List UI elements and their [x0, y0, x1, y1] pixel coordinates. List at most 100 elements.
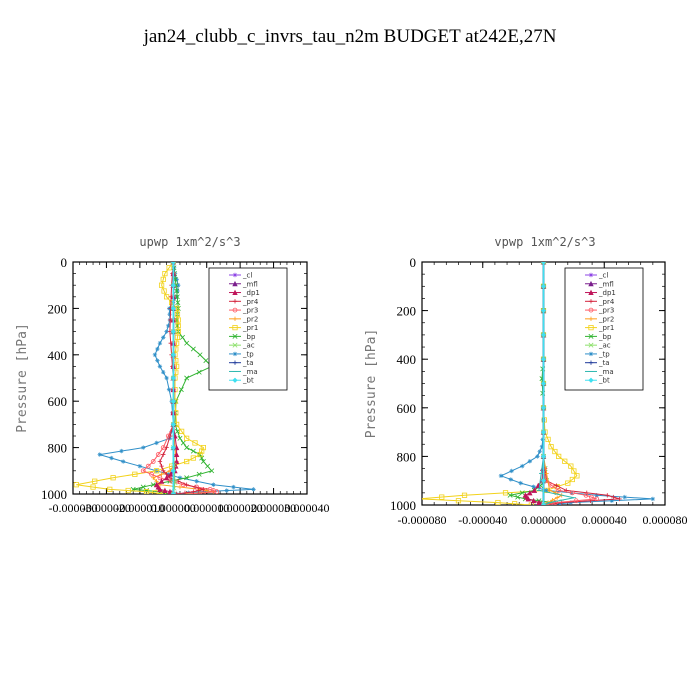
series-bp-marker	[178, 387, 184, 393]
series-tp-marker	[166, 323, 171, 328]
series-pr3-marker	[549, 483, 555, 488]
series-bt-marker	[540, 478, 547, 484]
legend-dp1-marker	[232, 289, 238, 296]
legend-pr4-marker	[232, 299, 238, 304]
y-tick-label: 200	[48, 301, 68, 316]
legend-entry-bt: _bt	[585, 377, 610, 385]
legend-pr3-marker	[232, 307, 238, 313]
legend-label: _mfl	[242, 280, 258, 288]
series-dp1-marker	[527, 489, 533, 496]
legend-entry-dp1: _dp1	[229, 289, 260, 297]
legend-entry-dp1: _dp1	[585, 289, 616, 297]
series-pr1-marker	[73, 482, 79, 488]
series-pr1-marker	[184, 458, 190, 465]
series-tp-marker	[194, 479, 199, 484]
series-bt-marker	[170, 352, 176, 358]
series-pr1-marker	[461, 492, 468, 498]
series-pr3-marker	[214, 489, 220, 494]
series-pr1-marker	[556, 453, 562, 460]
series-pr4-marker	[161, 452, 166, 457]
series-pr4-marker	[611, 494, 616, 500]
series-bt-marker	[540, 356, 547, 362]
series-pr1-marker	[92, 478, 98, 484]
legend-label: _dp1	[598, 289, 616, 297]
series-tp-marker	[161, 370, 166, 375]
series-pr3-marker	[573, 498, 579, 504]
series-bt-marker	[170, 491, 176, 494]
legend-cl-marker	[232, 272, 238, 278]
series-tp-marker	[531, 484, 536, 489]
series-pr4-marker	[182, 490, 188, 494]
legend-entry-bt: _bt	[229, 377, 254, 385]
series-pr1-marker	[125, 487, 131, 494]
series-pr1-marker	[548, 444, 554, 450]
series-dp1-marker	[157, 486, 163, 492]
series-tp-marker	[97, 452, 102, 457]
series-tp-marker	[174, 277, 179, 282]
series-pr3-marker	[157, 475, 163, 481]
series-pr1-marker	[174, 311, 181, 317]
series-bp-marker	[507, 492, 513, 498]
legend-entry-pr4: _pr4	[585, 298, 615, 306]
series-bt-marker	[540, 502, 547, 505]
series-bp-marker	[174, 428, 180, 434]
legend-pr4-marker	[588, 299, 594, 304]
series-bt-marker	[170, 328, 176, 335]
series-tp-marker	[224, 488, 229, 493]
legend-entry-bp: _bp	[229, 333, 256, 341]
legend-label: _cl	[598, 272, 608, 280]
y-tick-label: 0	[61, 255, 68, 270]
series-dp1-marker	[525, 496, 531, 502]
series-tp-marker	[154, 440, 159, 446]
series-tp-marker	[508, 477, 514, 482]
legend-label: _ta	[598, 359, 610, 367]
legend-entry-pr2: _pr2	[229, 315, 258, 323]
x-tick-label: 0.000080	[643, 513, 688, 527]
series-pr4-marker	[196, 488, 201, 493]
series-ac-marker	[541, 502, 546, 505]
series-pr4-marker	[617, 496, 622, 502]
x-tick-label: 0.000020	[218, 501, 263, 515]
series-bp-marker	[177, 435, 183, 441]
series-pr1-marker	[569, 476, 575, 483]
series-pr1-marker	[107, 486, 113, 492]
series-pr1-marker	[110, 475, 116, 481]
series-bp-marker	[174, 294, 180, 300]
series-pr1-marker	[160, 276, 166, 283]
series-tp-marker	[568, 500, 574, 505]
series-pr4-marker	[167, 433, 173, 439]
y-tick-label: 800	[48, 441, 68, 456]
legend-entry-mfl: _mfl	[229, 280, 258, 288]
series-pr3-marker	[155, 452, 161, 457]
series-pr1-marker	[495, 499, 501, 505]
series-pr1-marker	[175, 328, 181, 335]
series-pr3-marker	[149, 471, 154, 477]
series-tp-marker	[174, 294, 179, 299]
series-tp-marker	[520, 463, 525, 469]
series-dp1-marker	[530, 497, 537, 504]
series-tp-marker	[251, 487, 256, 492]
legend-dp1-marker	[588, 289, 594, 296]
series-dp1-marker	[531, 487, 538, 493]
legend-bp-marker	[232, 333, 238, 339]
series-pr2-marker	[547, 488, 552, 493]
series-pr1-marker	[162, 270, 168, 277]
series-pr2-marker	[554, 495, 560, 500]
series-bp-marker	[203, 358, 209, 364]
series-tp-marker	[152, 352, 158, 357]
series-ac-marker	[170, 491, 176, 494]
series-pr3-marker	[145, 463, 151, 469]
series-pr1-marker	[199, 448, 205, 454]
legend-entry-pr3: _pr3	[585, 307, 614, 315]
y-tick-label: 200	[397, 304, 417, 319]
legend-ta-marker	[232, 360, 238, 365]
legend-label: _bp	[598, 333, 612, 341]
y-tick-label: 800	[397, 449, 417, 464]
legend-label: _ac	[242, 342, 255, 350]
series-bp-marker	[175, 300, 181, 306]
series-pr4-marker	[176, 479, 181, 484]
series-tp-marker	[167, 436, 173, 441]
series-tp-marker	[155, 358, 160, 363]
legend-bt-marker	[232, 377, 238, 383]
